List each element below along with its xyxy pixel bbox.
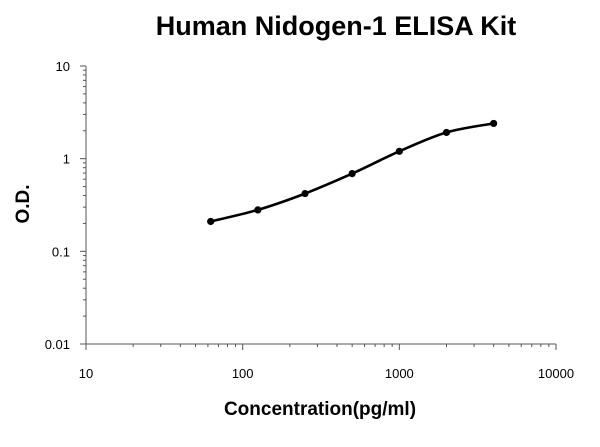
axes [85,66,556,345]
data-point [442,128,451,137]
chart-title: Human Nidogen-1 ELISA Kit [156,11,517,41]
y-tick-label: 1 [63,152,70,167]
y-tick-label: 10 [56,59,70,74]
x-axis-label: Concentration(pg/ml) [224,399,416,420]
data-point [254,206,262,214]
tick-labels: 10 100 1000 10000 10 1 0.1 0.01 [45,59,574,381]
y-tick-label: 0.1 [52,244,70,259]
data-point [207,217,215,226]
x-tick-label: 10000 [538,366,574,381]
x-tick-label: 10 [79,366,93,381]
y-axis-label: O.D. [13,184,34,223]
x-tick-label: 100 [232,366,254,381]
data-point [490,119,498,128]
tick-marks [80,65,557,350]
data-points [207,119,498,226]
x-tick-label: 1000 [385,366,414,381]
data-point [301,189,309,198]
y-tick-label: 0.01 [45,337,70,352]
data-point [348,169,356,178]
data-point [395,147,403,155]
